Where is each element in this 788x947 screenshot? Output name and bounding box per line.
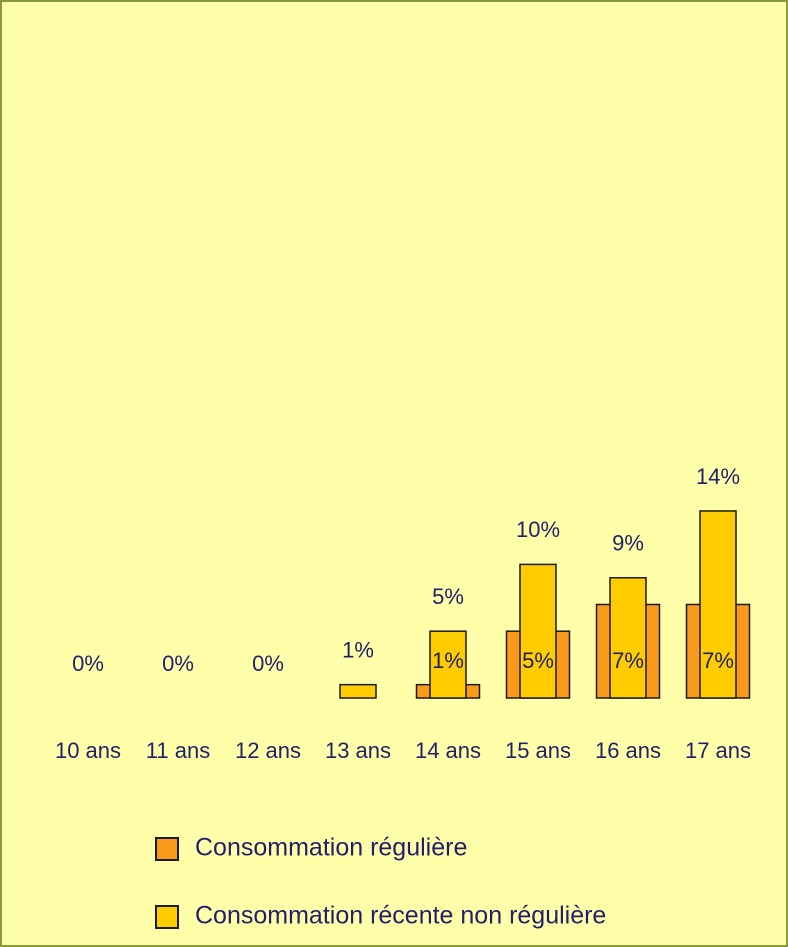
data-label: 10% (516, 517, 560, 542)
x-tick-label: 14 ans (415, 738, 481, 763)
bar (519, 563, 557, 699)
data-label: 5% (432, 584, 464, 609)
x-tick-label: 10 ans (55, 738, 121, 763)
bar (429, 630, 467, 699)
data-label: 1% (342, 637, 374, 662)
x-tick-label: 11 ans (146, 738, 210, 763)
bar (339, 683, 377, 699)
legend-label: Consommation régulière (195, 834, 467, 862)
data-label: 1% (432, 648, 464, 673)
x-tick-label: 15 ans (505, 738, 571, 763)
data-label: 9% (612, 531, 644, 556)
data-label: 0% (72, 651, 104, 676)
legend-swatch (155, 905, 179, 929)
x-tick-label: 12 ans (235, 738, 301, 763)
x-tick-label: 16 ans (595, 738, 661, 763)
x-tick-label: 13 ans (325, 738, 391, 763)
data-label: 0% (252, 651, 284, 676)
data-label: 7% (612, 648, 644, 673)
data-label: 7% (702, 648, 734, 673)
legend-swatch (155, 837, 179, 861)
data-label: 0% (162, 651, 194, 676)
x-tick-label: 17 ans (685, 738, 751, 763)
legend-label: Consommation récente non régulière (195, 902, 606, 930)
data-label: 14% (696, 464, 740, 489)
bar (699, 510, 737, 699)
data-label: 5% (522, 648, 554, 673)
bar (609, 577, 647, 699)
